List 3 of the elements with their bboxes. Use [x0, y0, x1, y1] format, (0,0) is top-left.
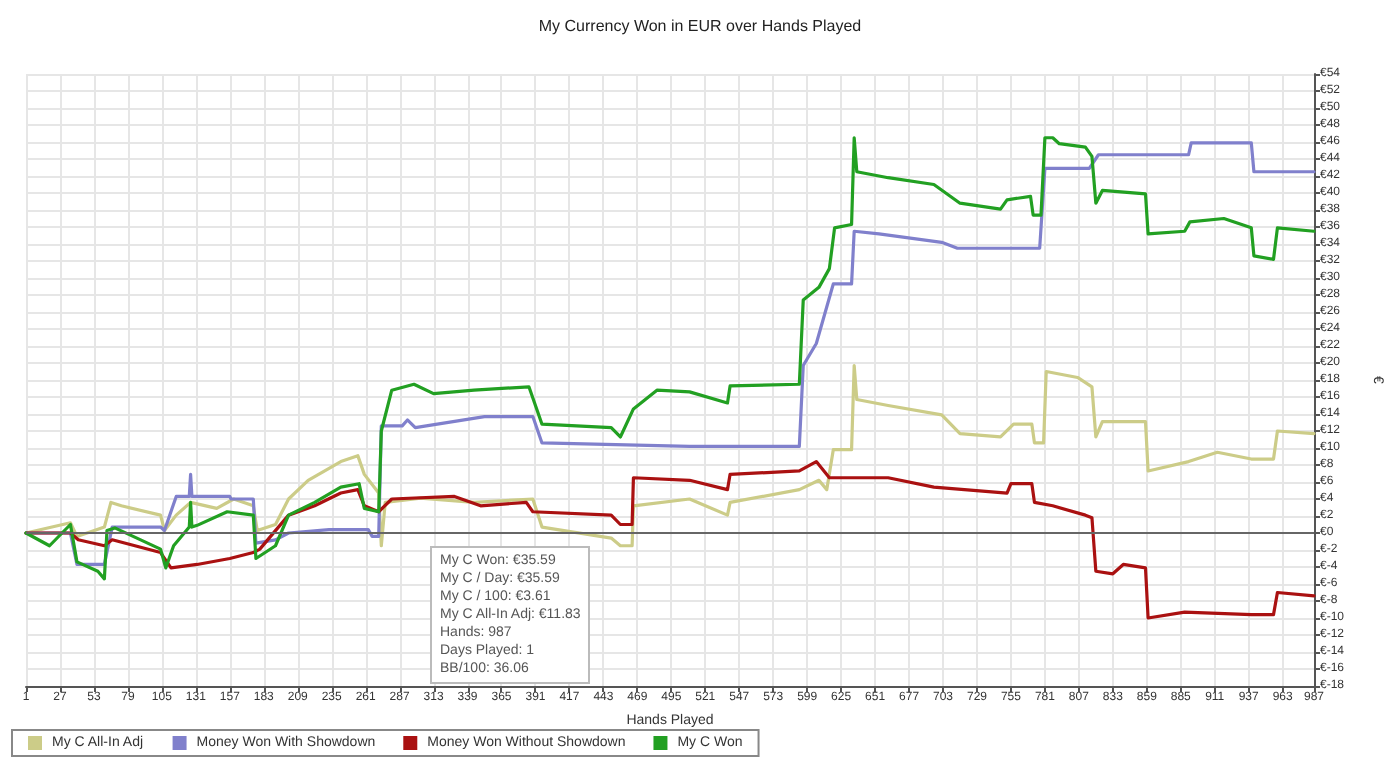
line-series: [24, 460, 1316, 620]
chart-title: My Currency Won in EUR over Hands Played: [538, 17, 862, 35]
line-series: [24, 363, 1316, 548]
